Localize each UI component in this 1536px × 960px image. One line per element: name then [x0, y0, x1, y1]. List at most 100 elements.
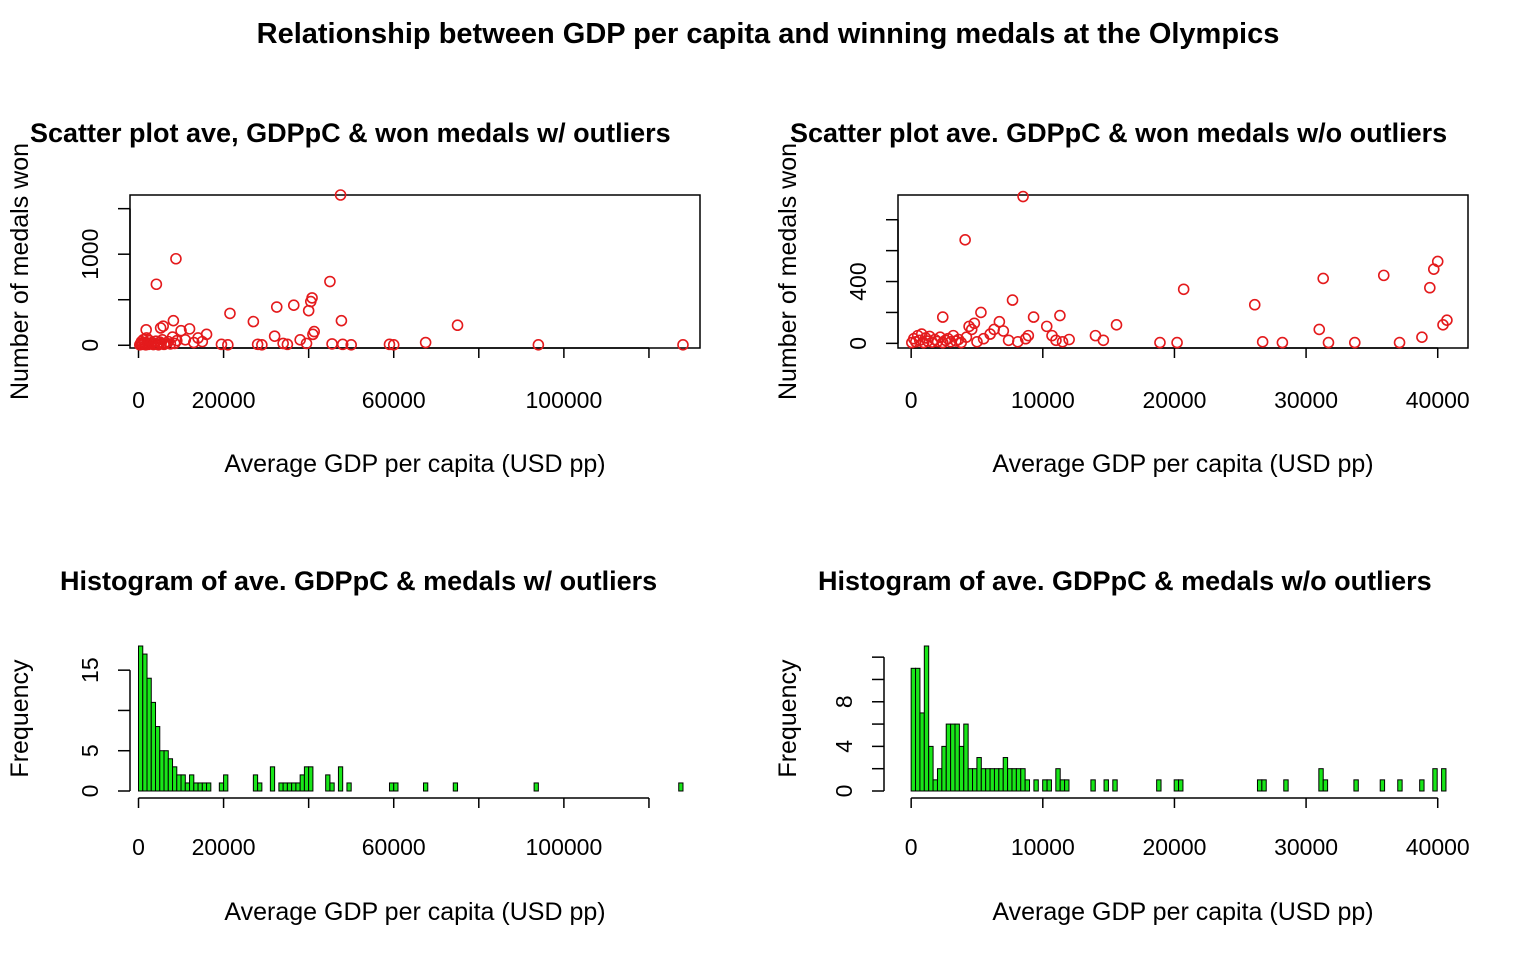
- scatter-point: [1313, 323, 1326, 336]
- histogram-bar: [172, 766, 178, 792]
- y-tick-label: 0: [845, 337, 871, 350]
- histogram-bar: [138, 645, 144, 792]
- scatter-point: [915, 328, 928, 340]
- y-axis-label: Number of medals won: [774, 143, 802, 400]
- histogram-bar: [1064, 779, 1070, 792]
- histogram-bar: [329, 782, 335, 792]
- histogram-bar: [976, 757, 982, 792]
- histogram-bar: [1059, 779, 1066, 792]
- scatter-point: [251, 338, 264, 351]
- histogram-bar: [923, 645, 930, 792]
- histogram-bar: [1322, 779, 1329, 792]
- scatter-point: [1002, 334, 1015, 347]
- scatter-point: [952, 333, 965, 346]
- scatter-point: [1097, 334, 1110, 347]
- scatter-point: [215, 338, 228, 351]
- histogram-bar: [163, 750, 169, 792]
- histogram-bar: [423, 782, 429, 792]
- histogram-bar: [201, 782, 208, 792]
- histogram-bar: [1432, 768, 1438, 792]
- scatter-point: [1063, 333, 1075, 346]
- histogram-bar: [910, 667, 917, 792]
- scatter-point: [1317, 272, 1329, 285]
- scatter-point: [677, 339, 689, 351]
- scatter-point: [1348, 336, 1361, 349]
- histogram-bar: [1011, 768, 1017, 792]
- scatter-point: [965, 323, 978, 336]
- histogram-bar: [159, 750, 165, 792]
- panel-title: Scatter plot ave, GDPpC & won medals w/ …: [30, 118, 671, 148]
- histogram-bar: [1002, 757, 1009, 792]
- scatter-point: [167, 314, 180, 327]
- scatter-point: [170, 334, 183, 347]
- histogram-bar: [452, 782, 459, 792]
- x-tick-label: 100000: [526, 834, 603, 860]
- scatter-point: [960, 331, 973, 343]
- scatter-point: [268, 330, 281, 342]
- histogram-bar: [146, 677, 152, 792]
- y-axis-label: Number of medals won: [6, 143, 34, 400]
- scatter-point: [419, 336, 432, 349]
- scatter-point: [1256, 336, 1269, 348]
- figure-title: Relationship between GDP per capita and …: [257, 18, 1280, 50]
- x-axis-label: Average GDP per capita (USD pp): [992, 450, 1373, 478]
- x-tick-label: 0: [905, 387, 918, 413]
- scatter-point: [154, 322, 167, 334]
- histogram-bar: [303, 766, 310, 792]
- histogram-bar: [167, 758, 174, 792]
- histogram-bar: [967, 768, 974, 792]
- scatter-point: [1322, 336, 1335, 349]
- scatter-point: [140, 323, 152, 336]
- scatter-point: [345, 339, 357, 351]
- histogram-bar: [1007, 768, 1013, 792]
- histogram-bar: [985, 768, 991, 792]
- histogram-bar: [206, 782, 212, 792]
- histogram-bar: [993, 768, 1000, 792]
- histogram-bar: [1283, 779, 1289, 792]
- x-tick-label: 0: [132, 387, 145, 413]
- x-tick-label: 10000: [1011, 834, 1075, 860]
- scatter-point: [281, 338, 294, 351]
- scatter-point: [168, 337, 181, 350]
- histogram-bar: [346, 782, 352, 792]
- scatter-point: [975, 306, 987, 319]
- scatter-point: [1110, 319, 1123, 331]
- scatter-point: [306, 292, 318, 304]
- histogram-bar: [295, 782, 301, 792]
- plot-frame: [897, 194, 1469, 349]
- histogram-bar: [257, 782, 263, 792]
- histogram-bar: [950, 723, 956, 792]
- scatter-point: [170, 252, 182, 265]
- scatter-point: [971, 336, 983, 348]
- histogram-bar: [1033, 779, 1039, 792]
- histogram-panel-with-outliers: Histogram of ave. GDPpC & medals w/ outl…: [6, 566, 684, 926]
- scatter-point: [1054, 309, 1066, 322]
- scatter-point: [247, 315, 260, 328]
- histogram-bar: [1020, 768, 1026, 792]
- x-tick-label: 0: [905, 834, 918, 860]
- histogram-bar: [533, 782, 539, 792]
- histogram-bar: [218, 782, 225, 792]
- histogram-bar: [252, 774, 259, 792]
- panel-title: Histogram of ave. GDPpC & medals w/ outl…: [60, 566, 657, 596]
- scatter-point: [1154, 336, 1166, 349]
- scatter-point: [968, 317, 981, 330]
- histogram-bar: [1419, 779, 1425, 792]
- scatter-point: [997, 325, 1010, 337]
- scatter-point: [1056, 336, 1069, 348]
- histogram-bar: [176, 774, 182, 792]
- histogram-bar: [299, 774, 305, 792]
- scatter-point: [959, 234, 971, 246]
- histogram-bar: [1103, 779, 1109, 792]
- x-axis-label: Average GDP per capita (USD pp): [224, 898, 605, 926]
- histogram-bar: [150, 701, 157, 792]
- scatter-point: [334, 189, 347, 201]
- histogram-bar: [678, 782, 684, 792]
- histogram-bar: [936, 768, 943, 792]
- histogram-bar: [180, 774, 186, 792]
- histogram-bar: [291, 782, 297, 792]
- scatter-point: [256, 339, 268, 351]
- panel-title: Histogram of ave. GDPpC & medals w/o out…: [818, 566, 1432, 596]
- histogram-bar: [223, 774, 229, 792]
- y-tick-label: 8: [831, 695, 857, 708]
